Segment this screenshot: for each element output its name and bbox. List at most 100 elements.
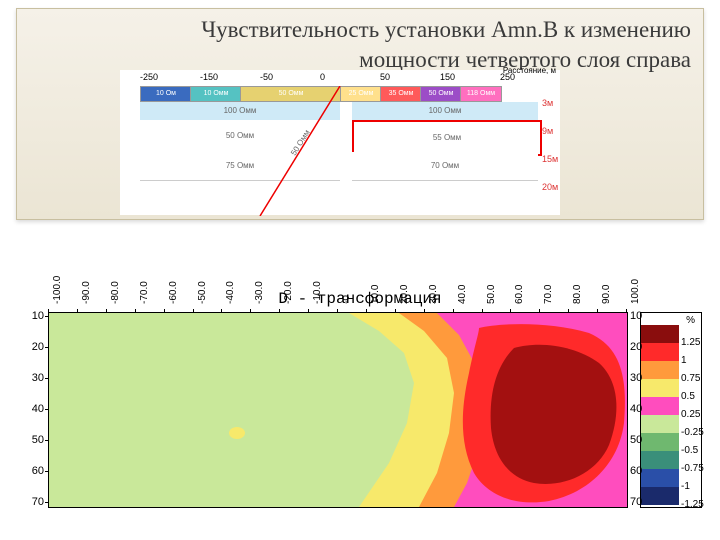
d-xtick: -90.0: [81, 264, 92, 304]
tick-mark: [45, 471, 48, 472]
tick-mark: [106, 309, 107, 312]
layer-right: 100 Омм: [352, 102, 538, 121]
legend-label: -1: [681, 481, 690, 492]
d-ytick-left: 60: [18, 465, 44, 477]
legend-label: 1: [681, 355, 687, 366]
d-xtick: 30.0: [428, 264, 439, 304]
slide-title: Чувствительность установки Amn.В к измен…: [17, 9, 703, 79]
upper-xtick: -250: [140, 72, 158, 82]
d-ytick-left: 70: [18, 496, 44, 508]
tick-mark: [510, 309, 511, 312]
tick-mark: [424, 309, 425, 312]
depth-tick: 9м: [542, 126, 553, 136]
tick-mark: [193, 309, 194, 312]
d-xtick: -0: [341, 264, 352, 304]
layer-right: 70 Омм: [352, 152, 538, 181]
tick-mark: [135, 309, 136, 312]
d-xtick: -30.0: [254, 264, 265, 304]
d-xtick: 90.0: [601, 264, 612, 304]
legend-label: 0.5: [681, 391, 695, 402]
resist-band: 118 Омм: [460, 86, 502, 102]
resist-band: 10 Омм: [190, 86, 242, 102]
d-xtick: 20.0: [399, 264, 410, 304]
tick-mark: [45, 378, 48, 379]
layer-left: 50 Омм: [140, 120, 340, 153]
tick-mark: [45, 440, 48, 441]
legend-swatch: [641, 415, 679, 433]
tick-mark: [45, 409, 48, 410]
legend-label: -0.75: [681, 463, 704, 474]
d-ytick-left: 10: [18, 310, 44, 322]
d-transformation-chart: [48, 312, 628, 508]
d-xtick: -60.0: [168, 264, 179, 304]
tick-mark: [77, 309, 78, 312]
tick-mark: [395, 309, 396, 312]
tick-mark: [568, 309, 569, 312]
upper-xtick: 150: [440, 72, 455, 82]
legend-label: 0.75: [681, 373, 700, 384]
d-ytick-right: 70: [630, 496, 656, 508]
upper-xtick: 0: [320, 72, 325, 82]
depth-tick: 3м: [542, 98, 553, 108]
legend-label: -0.25: [681, 427, 704, 438]
d-ytick-right: 20: [630, 341, 656, 353]
tick-mark: [279, 309, 280, 312]
d-ytick-left: 30: [18, 372, 44, 384]
upper-xlabel: Расстояние, м: [503, 66, 556, 75]
title-line1: Чувствительность установки Amn.В к измен…: [201, 17, 691, 42]
tick-mark: [453, 309, 454, 312]
d-ytick-right: 60: [630, 465, 656, 477]
d-ytick-right: 30: [630, 372, 656, 384]
legend-label: -0.5: [681, 445, 698, 456]
d-ytick-right: 40: [630, 403, 656, 415]
resist-band: 50 Омм: [240, 86, 342, 102]
d-xtick: 10.0: [370, 264, 381, 304]
d-xtick: -80.0: [110, 264, 121, 304]
tick-mark: [597, 309, 598, 312]
d-xtick: -70.0: [139, 264, 150, 304]
tick-mark: [164, 309, 165, 312]
resist-band: 10 Ом: [140, 86, 192, 102]
tick-mark: [482, 309, 483, 312]
layer-left: 100 Омм: [140, 102, 340, 121]
resist-band: 35 Омм: [380, 86, 422, 102]
tick-mark: [221, 309, 222, 312]
heatmap-svg: [49, 313, 627, 507]
d-xtick: -100.0: [52, 264, 63, 304]
depth-tick: 20м: [542, 182, 558, 192]
tick-mark: [45, 316, 48, 317]
tick-mark: [539, 309, 540, 312]
resist-band: 50 Омм: [420, 86, 462, 102]
layer-left: 75 Омм: [140, 152, 340, 181]
resist-band: 25 Омм: [340, 86, 382, 102]
d-xtick: 80.0: [572, 264, 583, 304]
d-xtick: -40.0: [225, 264, 236, 304]
tick-mark: [250, 309, 251, 312]
d-xtick: 40.0: [457, 264, 468, 304]
upper-xtick: 50: [380, 72, 390, 82]
d-ytick-left: 40: [18, 403, 44, 415]
tick-mark: [366, 309, 367, 312]
tick-mark: [48, 309, 49, 312]
layer-right: 55 Омм: [352, 120, 542, 156]
tick-mark: [337, 309, 338, 312]
d-ytick-left: 50: [18, 434, 44, 446]
legend-label: -1.25: [681, 499, 704, 510]
upper-xtick: -50: [260, 72, 273, 82]
d-xtick: 70.0: [543, 264, 554, 304]
resistivity-model-chart: -250-150-50050150250Расстояние, м10 Ом10…: [120, 70, 560, 215]
d-xtick: 100.0: [630, 264, 641, 304]
depth-tick: 15м: [542, 154, 558, 164]
d-ytick-right: 10: [630, 310, 656, 322]
legend-label: 1.25: [681, 337, 700, 348]
d-xtick: -50.0: [197, 264, 208, 304]
legend-label: 0.25: [681, 409, 700, 420]
d-chart-title: D - трансформация: [0, 290, 720, 308]
tick-mark: [626, 309, 627, 312]
tick-mark: [308, 309, 309, 312]
d-ytick-left: 20: [18, 341, 44, 353]
d-xtick: -20.0: [283, 264, 294, 304]
d-ytick-right: 50: [630, 434, 656, 446]
legend-title: %: [686, 315, 695, 326]
upper-xtick: -150: [200, 72, 218, 82]
